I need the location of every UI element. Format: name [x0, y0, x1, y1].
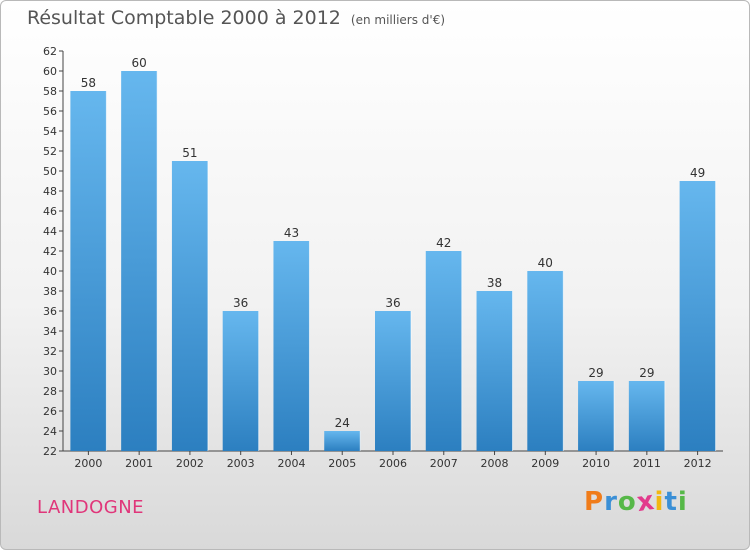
chart-title-text: Résultat Comptable 2000 à 2012	[27, 7, 341, 29]
y-tick-label: 62	[43, 45, 57, 58]
x-axis: 2000 2001 2002 2003 2004 2005 2006 2007 2008 2009…	[63, 450, 723, 470]
y-tick-label: 28	[43, 385, 57, 398]
y-tick-label: 60	[43, 65, 57, 78]
y-tick-label: 36	[43, 305, 57, 318]
bar-2001[interactable]	[121, 71, 158, 451]
x-tick-label: 2004	[277, 457, 305, 470]
y-tick-label: 50	[43, 165, 57, 178]
data-label-2012: 49	[690, 166, 705, 180]
x-tick-label: 2005	[328, 457, 356, 470]
data-label-2009: 40	[538, 256, 553, 270]
chart-unit: (en milliers d'€)	[350, 13, 446, 27]
y-tick-label: 42	[43, 245, 57, 258]
data-label-2011: 29	[639, 366, 654, 380]
data-label-2002: 51	[182, 146, 197, 160]
y-tick-label: 52	[43, 145, 57, 158]
bar-2007[interactable]	[425, 251, 462, 451]
y-tick-label: 34	[43, 325, 57, 338]
chart-title: Résultat Comptable 2000 à 2012 (en millie…	[27, 7, 445, 29]
data-label-2008: 38	[487, 276, 502, 290]
data-label-2000: 58	[81, 76, 96, 90]
y-tick-label: 48	[43, 185, 57, 198]
commune-name: LANDOGNE	[37, 497, 145, 518]
x-tick-label: 2008	[481, 457, 509, 470]
bar-2010[interactable]	[578, 381, 615, 451]
y-tick-label: 58	[43, 85, 57, 98]
y-tick-label: 32	[43, 345, 57, 358]
data-label-2001: 60	[132, 56, 147, 70]
data-label-2007: 42	[436, 236, 451, 250]
y-axis: 22 24 26 28 30 32 34 36 38 40 42 44 46 48 50 52 54 56 58 60…	[43, 45, 64, 458]
y-tick-label: 54	[43, 125, 57, 138]
logo-letter: o	[617, 487, 637, 517]
logo-letter: x	[634, 485, 657, 519]
x-tick-label: 2006	[379, 457, 407, 470]
x-tick-label: 2000	[74, 457, 102, 470]
data-label-2006: 36	[385, 296, 400, 310]
x-tick-label: 2009	[531, 457, 559, 470]
data-labels: 58 60 51 36 43 24 36 42 38 40 29 29 49	[81, 56, 706, 430]
x-tick-label: 2003	[227, 457, 255, 470]
x-tick-label: 2001	[125, 457, 153, 470]
x-tick-label: 2010	[582, 457, 610, 470]
y-tick-label: 44	[43, 225, 57, 238]
logo-letter: i	[677, 487, 688, 517]
bar-2012[interactable]	[679, 181, 716, 451]
bar-2009[interactable]	[527, 271, 564, 451]
bar-2011[interactable]	[628, 381, 665, 451]
bar-2000[interactable]	[70, 91, 107, 451]
proxiti-logo[interactable]: Proxiti	[584, 485, 688, 519]
data-label-2003: 36	[233, 296, 248, 310]
logo-letter: P	[584, 487, 605, 517]
y-tick-label: 26	[43, 405, 57, 418]
bar-2005[interactable]	[324, 431, 361, 451]
bar-2004[interactable]	[273, 241, 310, 451]
bar-2008[interactable]	[476, 291, 513, 451]
x-tick-label: 2007	[430, 457, 458, 470]
logo-letter: r	[604, 487, 618, 517]
logo-letter: i	[654, 487, 665, 517]
bars	[70, 71, 717, 451]
x-tick-label: 2012	[684, 457, 712, 470]
y-tick-label: 22	[43, 445, 57, 458]
y-tick-label: 40	[43, 265, 57, 278]
data-label-2010: 29	[588, 366, 603, 380]
y-tick-label: 46	[43, 205, 57, 218]
logo-letter: t	[664, 487, 678, 517]
bar-2002[interactable]	[171, 161, 208, 451]
y-tick-label: 24	[43, 425, 57, 438]
data-label-2004: 43	[284, 226, 299, 240]
x-tick-label: 2002	[176, 457, 204, 470]
y-tick-label: 56	[43, 105, 57, 118]
data-label-2005: 24	[335, 416, 350, 430]
bar-2003[interactable]	[222, 311, 259, 451]
bar-2006[interactable]	[375, 311, 411, 451]
y-tick-label: 30	[43, 365, 57, 378]
y-tick-label: 38	[43, 285, 57, 298]
x-tick-label: 2011	[633, 457, 661, 470]
